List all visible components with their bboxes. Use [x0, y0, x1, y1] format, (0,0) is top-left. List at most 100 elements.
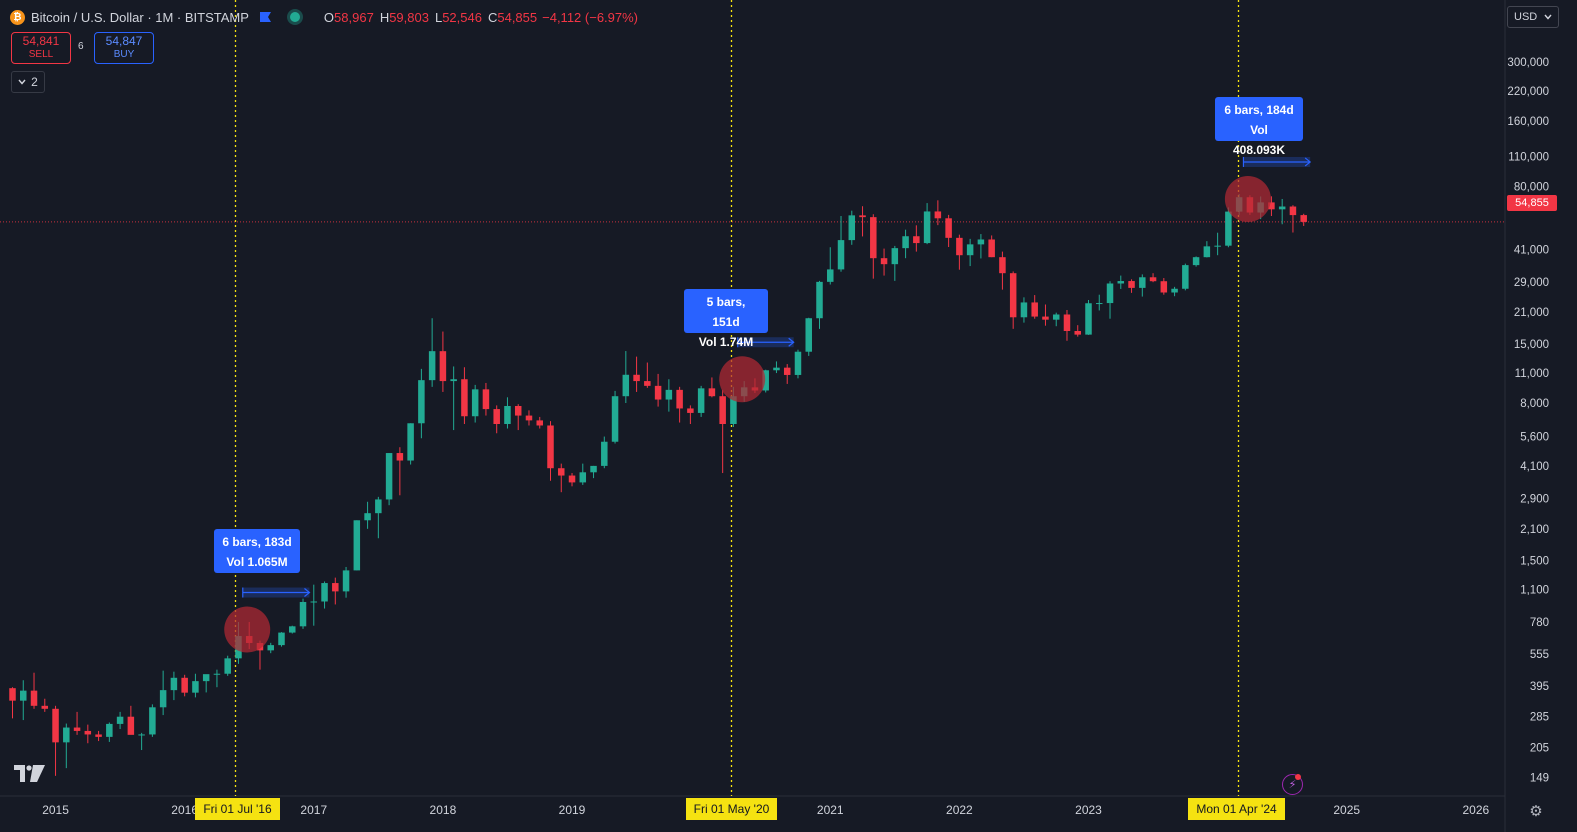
- candle[interactable]: [170, 671, 178, 701]
- candle[interactable]: [41, 698, 49, 712]
- candle[interactable]: [665, 379, 673, 412]
- candle[interactable]: [52, 705, 59, 776]
- candle[interactable]: [568, 473, 576, 487]
- candle[interactable]: [192, 673, 199, 698]
- candle[interactable]: [95, 730, 102, 742]
- candle[interactable]: [20, 680, 27, 721]
- candle[interactable]: [880, 248, 888, 276]
- candle[interactable]: [514, 404, 522, 431]
- candle[interactable]: [837, 216, 845, 272]
- candle[interactable]: [590, 465, 597, 479]
- candle[interactable]: [1300, 213, 1307, 226]
- candle[interactable]: [267, 642, 274, 654]
- candle[interactable]: [1042, 304, 1049, 326]
- candle[interactable]: [385, 453, 393, 506]
- candle[interactable]: [547, 421, 554, 481]
- candle[interactable]: [299, 598, 307, 629]
- candle[interactable]: [1289, 205, 1297, 233]
- settings-gear-icon[interactable]: ⚙: [1529, 803, 1543, 820]
- lightning-icon[interactable]: ⚡: [1282, 774, 1303, 795]
- candle[interactable]: [999, 251, 1006, 290]
- candle[interactable]: [1149, 273, 1157, 283]
- candle[interactable]: [138, 732, 145, 751]
- candle[interactable]: [1009, 271, 1017, 329]
- candle[interactable]: [159, 670, 167, 716]
- candle[interactable]: [63, 723, 70, 769]
- candle[interactable]: [536, 416, 543, 429]
- candle[interactable]: [342, 566, 350, 598]
- candle[interactable]: [73, 711, 81, 735]
- candle[interactable]: [1052, 312, 1060, 327]
- candle[interactable]: [708, 377, 716, 398]
- sell-button[interactable]: 54,841 SELL: [11, 32, 71, 64]
- candle[interactable]: [30, 672, 38, 709]
- candle[interactable]: [773, 361, 780, 374]
- candle[interactable]: [902, 229, 909, 259]
- candle[interactable]: [321, 581, 328, 609]
- candle[interactable]: [364, 501, 371, 529]
- candle[interactable]: [375, 496, 382, 539]
- candle[interactable]: [558, 463, 565, 493]
- candle[interactable]: [913, 225, 920, 252]
- candle[interactable]: [1192, 256, 1200, 267]
- candle[interactable]: [644, 362, 651, 388]
- candle[interactable]: [827, 247, 834, 285]
- candle[interactable]: [471, 384, 479, 423]
- candle[interactable]: [1128, 279, 1135, 293]
- candle[interactable]: [439, 331, 447, 392]
- candle[interactable]: [1171, 286, 1178, 297]
- candle[interactable]: [9, 687, 16, 719]
- candle[interactable]: [988, 235, 995, 258]
- candle[interactable]: [805, 317, 812, 356]
- currency-select[interactable]: USD: [1507, 6, 1559, 28]
- candle[interactable]: [84, 724, 92, 744]
- candle[interactable]: [719, 389, 726, 474]
- indicators-toggle-button[interactable]: 2: [11, 71, 45, 93]
- candle[interactable]: [1160, 278, 1168, 295]
- candle[interactable]: [525, 410, 533, 426]
- candle[interactable]: [859, 206, 866, 237]
- candle[interactable]: [450, 366, 457, 431]
- candles-layer[interactable]: [9, 193, 1307, 776]
- candle[interactable]: [783, 364, 791, 384]
- candle[interactable]: [687, 405, 694, 425]
- candle[interactable]: [1225, 207, 1232, 248]
- candle[interactable]: [1096, 294, 1103, 311]
- candle[interactable]: [1063, 310, 1071, 341]
- candle[interactable]: [289, 625, 296, 634]
- candle[interactable]: [579, 463, 587, 485]
- candle[interactable]: [1203, 241, 1211, 258]
- candle[interactable]: [127, 705, 135, 735]
- candle[interactable]: [106, 722, 113, 742]
- candle[interactable]: [353, 520, 361, 571]
- candle[interactable]: [407, 423, 414, 465]
- candle[interactable]: [332, 577, 339, 605]
- candle[interactable]: [697, 385, 705, 417]
- candle[interactable]: [945, 214, 952, 248]
- candle[interactable]: [202, 674, 210, 693]
- candle[interactable]: [504, 397, 511, 429]
- candle[interactable]: [816, 280, 823, 329]
- candle[interactable]: [633, 356, 640, 392]
- candle[interactable]: [1031, 295, 1038, 319]
- candle[interactable]: [1117, 275, 1125, 289]
- candle[interactable]: [611, 390, 619, 444]
- candle[interactable]: [934, 200, 942, 226]
- candle[interactable]: [870, 214, 877, 279]
- candle[interactable]: [601, 436, 608, 469]
- symbol-title[interactable]: Bitcoin / U.S. Dollar · 1M · BITSTAMP: [31, 9, 249, 25]
- candle[interactable]: [1106, 281, 1114, 319]
- candle[interactable]: [1268, 196, 1275, 217]
- candle[interactable]: [923, 203, 931, 245]
- candle[interactable]: [654, 373, 662, 407]
- tradingview-logo-icon[interactable]: [14, 765, 46, 783]
- time-axis[interactable]: 2015 2016 2017 2018 2019 2021 2022 2023 2025 2026: [42, 803, 1489, 817]
- candle[interactable]: [891, 245, 899, 281]
- candle[interactable]: [1074, 325, 1081, 337]
- candle[interactable]: [482, 382, 490, 416]
- candle[interactable]: [428, 318, 436, 387]
- candle[interactable]: [1214, 232, 1221, 256]
- buy-button[interactable]: 54,847 BUY: [94, 32, 154, 64]
- candle[interactable]: [762, 369, 769, 393]
